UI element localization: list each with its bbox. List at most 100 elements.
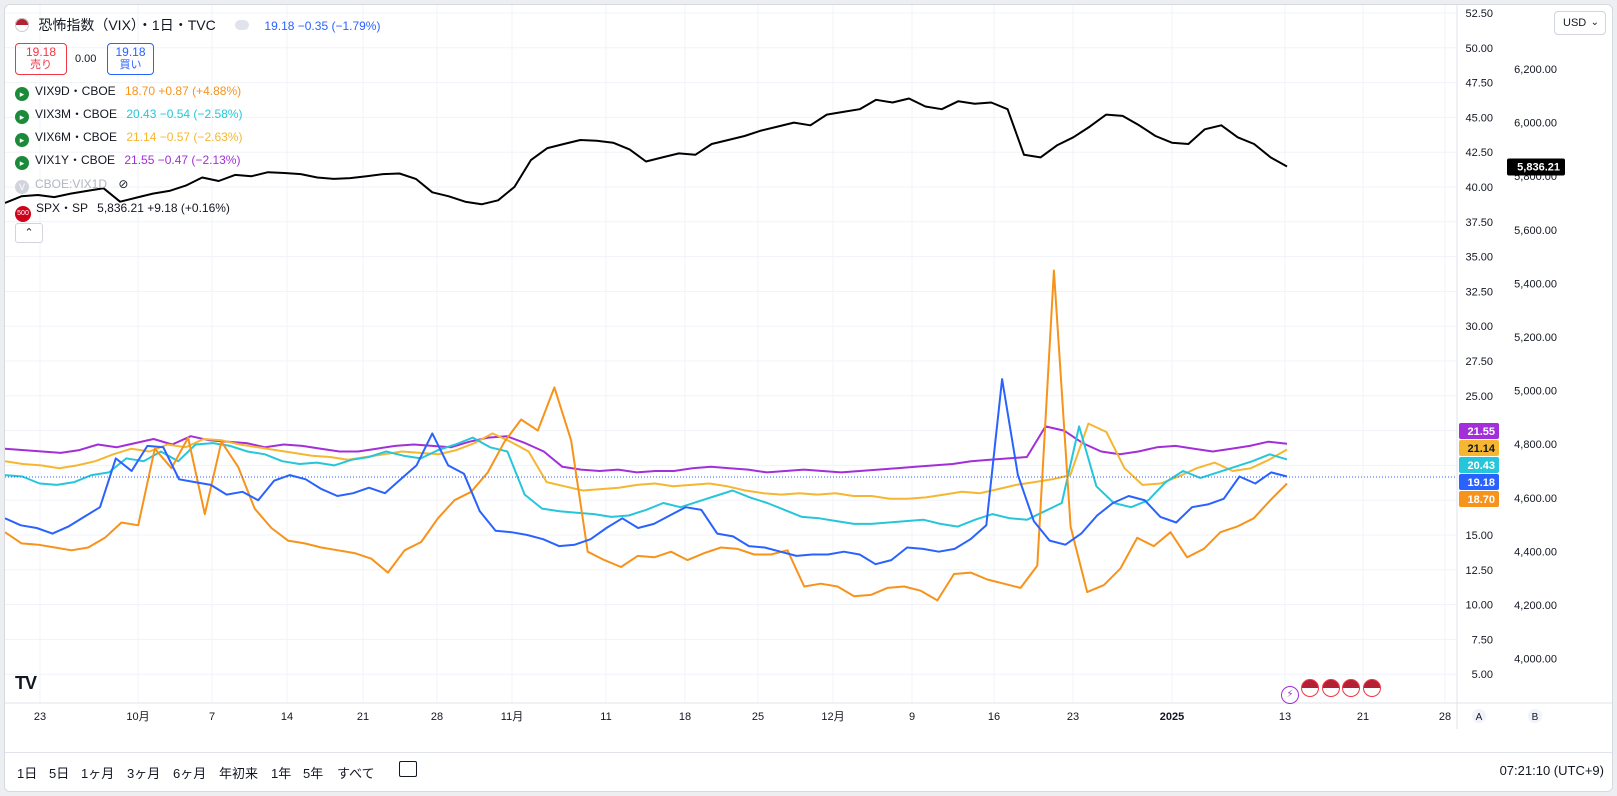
time-axis-label: 25: [752, 711, 764, 723]
range-all[interactable]: すべて: [337, 766, 375, 781]
range-1y[interactable]: 1年: [271, 766, 292, 781]
us-event-icon[interactable]: [1342, 679, 1361, 697]
left-axis-tick-label: 35.00: [1465, 252, 1493, 264]
range-1d[interactable]: 1日: [17, 766, 38, 781]
price-tag-bg: [1459, 457, 1499, 473]
series-visible-icon[interactable]: ▸: [15, 156, 29, 170]
left-axis-tick-label: 50.00: [1465, 43, 1493, 55]
range-6m[interactable]: 6ヶ月: [173, 766, 207, 781]
legend-name: VIX3M・CBOE: [35, 107, 118, 121]
legend-row-vix9d[interactable]: ▸ VIX9D・CBOE 18.70 +0.87 (+4.88%): [15, 81, 241, 101]
right-axis-tick-label: 4,600.00: [1514, 493, 1557, 505]
left-axis-tick-label: 12.50: [1465, 565, 1493, 577]
spread-value: 0.00: [75, 53, 97, 65]
time-axis-label: 7: [209, 711, 215, 723]
left-axis-tick-label: 30.00: [1465, 321, 1493, 333]
left-price-axis: 52.50 50.00 47.50 45.00 42.50 40.00 37.50 35.00…: [1465, 8, 1493, 681]
right-axis-tick-label: 6,000.00: [1514, 118, 1557, 130]
range-1m[interactable]: 1ヶ月: [81, 766, 115, 781]
axis-b-button[interactable]: [1528, 709, 1542, 723]
us-event-icon[interactable]: [1301, 679, 1320, 697]
legend-value: 5,836.21 +9.18 (+0.16%): [97, 201, 230, 215]
price-tag-label: 5,836.21: [1517, 161, 1560, 173]
legend-row-vix6m[interactable]: ▸ VIX6M・CBOE 21.14 −0.57 (−2.63%): [15, 127, 242, 147]
eye-off-icon[interactable]: ⊘: [118, 177, 129, 191]
us-event-icon[interactable]: [1362, 679, 1381, 697]
symbol-title[interactable]: 恐怖指数（VIX）・1日・TVC: [38, 17, 216, 33]
symbol-quote: 19.18 −0.35 (−1.79%): [264, 19, 381, 33]
series-visible-icon[interactable]: ▸: [15, 133, 29, 147]
main-symbol-row: 恐怖指数（VIX）・1日・TVC 19.18 −0.35 (−1.79%): [15, 15, 380, 35]
left-axis-tick-label: 40.00: [1465, 182, 1493, 194]
time-axis: 23 10月 7 14 21 28 11月 11 18 25 12月 9 16 23 2025 13 21 28 A…: [34, 709, 1542, 723]
price-tag-bg: [1507, 158, 1565, 176]
price-tag-label: 19.18: [1467, 477, 1495, 489]
logo-text: TV: [15, 673, 37, 693]
price-tag-label: 20.43: [1467, 460, 1495, 472]
chart-canvas[interactable]: 52.50 50.00 47.50 45.00 42.50 40.00 37.50 35.00…: [5, 5, 1613, 792]
ohlc-dot-icon[interactable]: [235, 20, 250, 30]
buy-label: 買い: [119, 59, 142, 71]
sell-button[interactable]: 19.18 売り: [15, 43, 67, 75]
time-axis-label: 11月: [501, 711, 523, 723]
range-5y[interactable]: 5年: [303, 766, 324, 781]
sell-price: 19.18: [25, 45, 57, 59]
left-axis-tick-label: 27.50: [1465, 356, 1493, 368]
collapse-legend-button[interactable]: ⌃: [15, 223, 43, 243]
right-price-axis: 6,200.006,000.005,800.005,600.005,400.00…: [1514, 64, 1557, 666]
legend-row-vix1y[interactable]: ▸ VIX1Y・CBOE 21.55 −0.47 (−2.13%): [15, 150, 240, 170]
legend-name: VIX1Y・CBOE: [35, 153, 116, 167]
right-axis-tick-label: 4,200.00: [1514, 600, 1557, 612]
right-axis-tick-label: 4,800.00: [1514, 439, 1557, 451]
right-axis-tick-label: 5,600.00: [1514, 225, 1557, 237]
series-visible-icon[interactable]: ▸: [15, 87, 29, 101]
price-tag-bg: [1459, 474, 1499, 490]
time-axis-label: 16: [988, 711, 1000, 723]
buy-button[interactable]: 19.18 買い: [107, 43, 154, 75]
time-axis-label: 12月: [821, 711, 844, 723]
time-axis-label: 21: [357, 711, 369, 723]
range-5d[interactable]: 5日: [49, 766, 70, 781]
chevron-up-icon: ⌃: [24, 227, 34, 239]
right-axis-tick-label: 5,400.00: [1514, 278, 1557, 290]
axis-auto-button[interactable]: [1472, 709, 1486, 723]
range-3m[interactable]: 3ヶ月: [127, 766, 161, 781]
left-axis-tick-label: 52.50: [1465, 8, 1493, 20]
series-line-vix: [5, 378, 1288, 566]
legend-value: 21.14 −0.57 (−2.63%): [126, 130, 243, 144]
lightning-icon[interactable]: ⚡: [1281, 686, 1299, 704]
time-axis-label: 10月: [126, 711, 149, 723]
legend-row-hidden[interactable]: V CBOE:VIX1D ⊘: [15, 174, 128, 194]
price-tag-label: 21.14: [1467, 443, 1495, 455]
series-visible-icon[interactable]: ▸: [15, 110, 29, 124]
right-axis-tick-label: 5,000.00: [1514, 386, 1557, 398]
series-line-vix9d: [5, 269, 1288, 602]
bottom-toolbar: 1日 5日 1ヶ月 3ヶ月 6ヶ月 年初来 1年 5年 すべて 07:21:10…: [5, 752, 1612, 791]
time-axis-label: 28: [431, 711, 443, 723]
left-axis-tick-label: 25.00: [1465, 391, 1493, 403]
time-axis-label: 13: [1279, 711, 1291, 723]
time-axis-label: 9: [909, 711, 915, 723]
left-axis-tick-label: 10.00: [1465, 600, 1493, 612]
series-lines: [5, 97, 1288, 602]
left-axis-tick-label: 7.50: [1472, 634, 1493, 646]
time-axis-label: 2025: [1160, 711, 1184, 723]
events-icons[interactable]: ⚡: [1281, 679, 1381, 704]
legend-name: VIX9D・CBOE: [35, 84, 116, 98]
price-tags: 21.55 21.14 20.43 19.18 18.70 5,836.21: [1459, 158, 1565, 507]
legend-name: CBOE:VIX1D: [35, 177, 108, 191]
range-ytd[interactable]: 年初来: [219, 766, 259, 781]
series-hidden-icon[interactable]: V: [15, 180, 29, 194]
time-axis-label: 28: [1439, 711, 1451, 723]
tradingview-logo[interactable]: TV: [15, 673, 37, 694]
legend-row-vix3m[interactable]: ▸ VIX3M・CBOE 20.43 −0.54 (−2.58%): [15, 104, 242, 124]
legend-name: SPX・SP: [36, 201, 88, 215]
chevron-down-icon: ⌄: [1590, 17, 1599, 28]
legend-row-spx[interactable]: 500 SPX・SP 5,836.21 +9.18 (+0.16%): [15, 198, 230, 222]
date-range-icon[interactable]: [399, 761, 417, 777]
series-line-vix6m: [5, 422, 1288, 500]
chart-frame: 52.50 50.00 47.50 45.00 42.50 40.00 37.50 35.00…: [4, 4, 1613, 792]
us-event-icon[interactable]: [1321, 679, 1340, 697]
clock-time[interactable]: 07:21:10 (UTC+9): [1499, 763, 1604, 778]
currency-select[interactable]: USD ⌄: [1554, 11, 1606, 35]
